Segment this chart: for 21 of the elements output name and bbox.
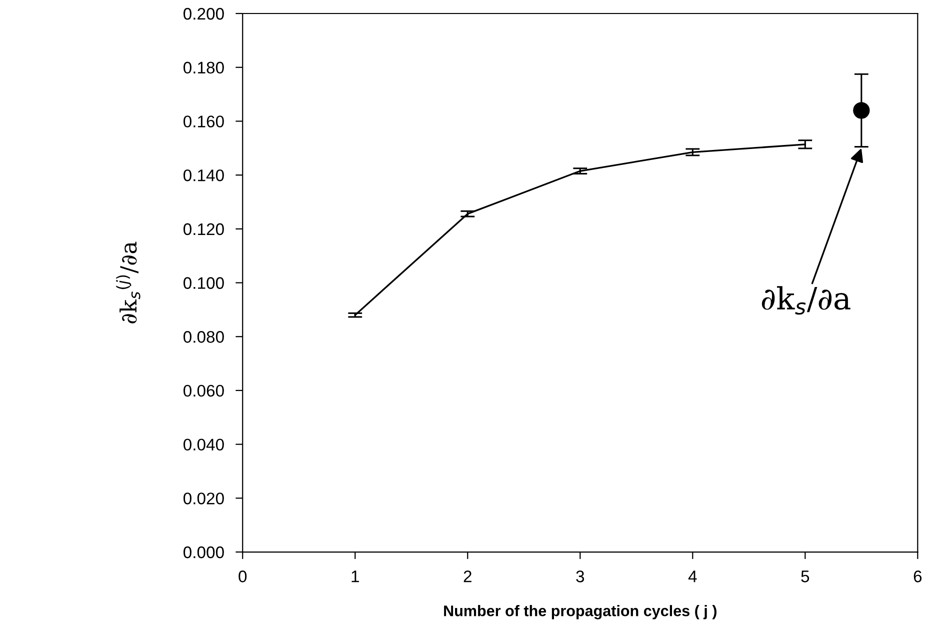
y-tick-label: 0.200 — [184, 8, 224, 20]
y-tick-label: 0.120 — [184, 223, 224, 236]
y-axis-title: ∂k$_{s}$$^{(j)}$/∂a — [116, 242, 140, 324]
x-tick-label: 0 — [238, 570, 247, 582]
x-tick-label: 3 — [576, 570, 584, 582]
y-tick-label: 0.020 — [184, 492, 224, 504]
y-tick-label: 0.160 — [184, 116, 224, 128]
x-tick-label: 1 — [352, 570, 359, 582]
x-axis-title: Number of the propagation cycles ( j ) — [444, 605, 716, 620]
y-tick-label: 0.060 — [184, 384, 224, 397]
y-tick-label: 0.040 — [184, 438, 224, 451]
y-tick-label: 0.080 — [184, 331, 224, 343]
x-tick-label: 2 — [464, 570, 472, 582]
x-tick-label: 5 — [801, 570, 810, 582]
y-tick-label: 0.000 — [184, 546, 224, 558]
annotation: ∂k$_{s}$/∂a — [762, 286, 850, 315]
y-tick-label: 0.140 — [184, 169, 224, 182]
y-tick-label: 0.180 — [184, 62, 224, 74]
y-tick-label: 0.100 — [184, 277, 224, 289]
x-tick-label: 4 — [688, 570, 697, 582]
x-tick-label: 6 — [914, 570, 922, 582]
